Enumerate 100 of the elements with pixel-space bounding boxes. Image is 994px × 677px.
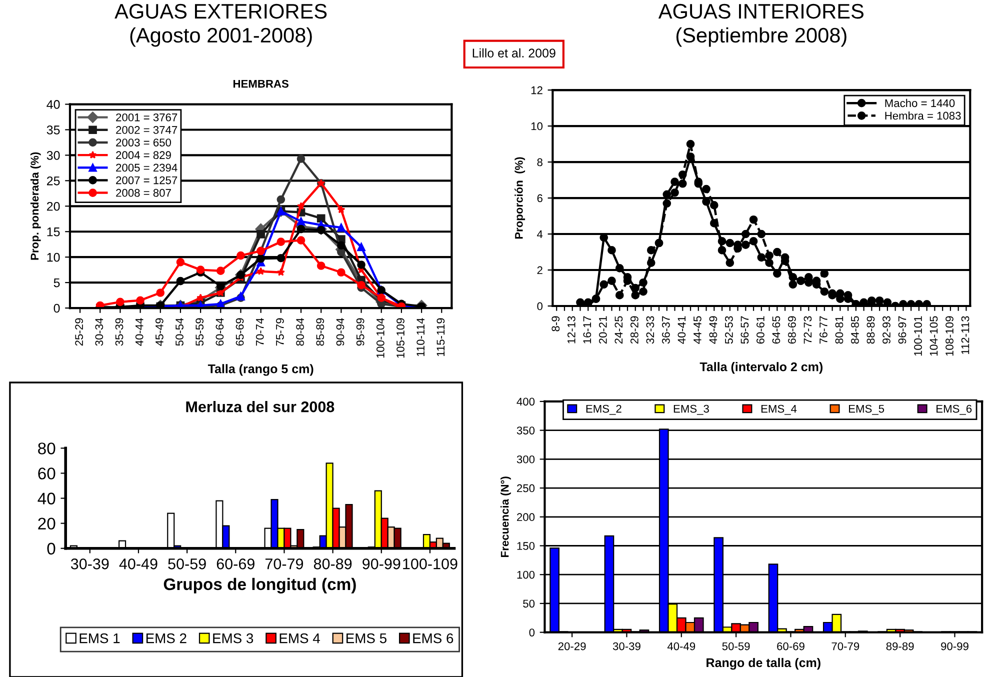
legend-label: 2003 = 650 — [116, 138, 172, 146]
x-tick-label: 65-69 — [236, 318, 244, 346]
x-tick-label: 100-104 — [376, 318, 384, 358]
y-tick-label: 8 — [537, 158, 542, 166]
x-tick-label: 40-49 — [667, 642, 696, 650]
x-tick-label: 48-49 — [709, 316, 718, 344]
legend-label: 2002 = 3747 — [116, 126, 178, 134]
y-tick-label: 20 — [46, 202, 60, 211]
x-tick-label: 30-34 — [95, 318, 104, 346]
y-tick-label: 5 — [54, 278, 60, 288]
x-tick-label: 28-29 — [630, 316, 638, 344]
x-tick-label: 80-81 — [835, 316, 844, 344]
x-tick-label: 50-59 — [168, 558, 206, 570]
y-tick-label: 60 — [38, 468, 56, 480]
legend-label: Macho = 1440 — [885, 98, 955, 108]
y-axis-title: Proporción (%) — [514, 157, 526, 239]
x-tick-label: 40-41 — [678, 316, 686, 344]
x-tick-label: 50-59 — [722, 642, 750, 650]
y-tick-label: 40 — [38, 492, 56, 504]
legend-label: 2007 = 1257 — [116, 176, 178, 184]
legend-label: 2004 = 829 — [116, 151, 171, 160]
x-tick-label: 70-74 — [256, 318, 264, 346]
y-tick-label: 25 — [46, 176, 60, 186]
y-tick-label: 0 — [47, 542, 56, 555]
legend-label: EMS 4 — [280, 633, 320, 644]
x-axis-title: Talla (rango 5 cm) — [208, 364, 314, 376]
legend-label: EMS_2 — [586, 404, 622, 415]
chart-subtitle: HEMBRAS — [233, 80, 288, 88]
x-tick-label: 50-54 — [176, 318, 184, 346]
x-tick-label: 76-77 — [820, 316, 828, 344]
x-tick-label: 60-61 — [756, 316, 764, 344]
x-tick-label: 16-17 — [583, 316, 592, 344]
y-tick-label: 80 — [38, 442, 56, 454]
y-tick-label: 10 — [531, 122, 543, 130]
x-tick-label: 40-49 — [119, 558, 158, 570]
x-tick-label: 64-65 — [772, 316, 780, 344]
x-tick-label: 112-113 — [961, 316, 970, 354]
legend-label: EMS 1 — [80, 633, 120, 644]
x-tick-label: 60-69 — [216, 558, 254, 570]
y-tick-label: 100 — [517, 570, 535, 579]
y-tick-label: 400 — [516, 398, 535, 406]
x-tick-label: 68-69 — [788, 316, 796, 344]
x-tick-label: 30-39 — [612, 642, 640, 650]
y-tick-label: 350 — [516, 426, 535, 434]
x-tick-label: 72-73 — [804, 316, 812, 344]
x-axis-title: Grupos de longitud (cm) — [164, 578, 356, 594]
legend-label: 2005 = 2394 — [116, 164, 178, 172]
x-tick-label: 100-101 — [914, 316, 922, 356]
x-tick-label: 35-39 — [115, 318, 124, 346]
legend-label: EMS 2 — [146, 633, 186, 644]
x-tick-label: 115-119 — [436, 318, 445, 356]
x-tick-label: 30-39 — [70, 558, 109, 570]
legend-label: EMS_5 — [849, 404, 884, 415]
x-tick-label: 75-79 — [276, 318, 284, 346]
x-tick-label: 70-79 — [265, 558, 304, 570]
x-tick-label: 85-89 — [316, 318, 324, 346]
legend-label: 2008 = 807 — [116, 188, 171, 197]
text: Lillo et al. 2009 — [472, 48, 556, 58]
y-tick-label: 10 — [47, 252, 60, 262]
x-tick-label: 88-89 — [866, 316, 875, 344]
chart-title: AGUAS EXTERIORES (Agosto 2001-2008) — [114, 4, 327, 47]
legend-label: Hembra = 1083 — [885, 112, 961, 120]
y-tick-label: 40 — [46, 100, 60, 109]
y-tick-label: 30 — [46, 151, 60, 160]
x-tick-label: 36-37 — [662, 316, 670, 344]
chart-title: AGUAS INTERIORES (Septiembre 2008) — [658, 4, 864, 47]
y-axis-title: Frecuencia (N°) — [500, 476, 511, 557]
x-tick-label: 90-99 — [941, 642, 968, 650]
x-tick-label: 84-85 — [851, 316, 859, 344]
x-tick-label: 52-53 — [725, 316, 733, 344]
x-axis-title: Talla (intervalo 2 cm) — [700, 362, 822, 374]
legend-label: EMS 3 — [213, 633, 254, 644]
y-tick-label: 35 — [46, 126, 60, 134]
x-tick-label: 20-21 — [598, 316, 607, 344]
x-tick-label: 96-97 — [898, 316, 906, 344]
y-tick-label: 50 — [523, 600, 535, 608]
x-tick-label: 32-33 — [646, 316, 654, 344]
legend-label: 2001 = 3767 — [116, 113, 178, 122]
legend-label: EMS_4 — [761, 404, 797, 415]
x-tick-label: 90-94 — [336, 318, 344, 346]
x-tick-label: 40-44 — [135, 318, 144, 346]
x-tick-label: 70-79 — [832, 642, 860, 650]
y-tick-label: 20 — [38, 518, 56, 530]
x-tick-label: 104-105 — [930, 316, 938, 356]
y-tick-label: 150 — [517, 542, 535, 550]
x-tick-label: 45-49 — [155, 318, 164, 346]
y-tick-label: 300 — [516, 455, 535, 464]
y-tick-label: 6 — [537, 194, 542, 202]
x-tick-label: 44-45 — [694, 316, 702, 344]
y-tick-label: 250 — [517, 484, 535, 492]
x-tick-label: 90-99 — [362, 558, 400, 570]
x-tick-label: 110-114 — [416, 318, 425, 356]
y-tick-label: 0 — [529, 628, 535, 636]
x-tick-label: 92-93 — [882, 316, 890, 344]
y-tick-label: 15 — [47, 228, 60, 236]
x-tick-label: 24-25 — [614, 316, 623, 344]
x-tick-label: 60-69 — [777, 642, 804, 650]
x-tick-label: 80-89 — [314, 558, 352, 570]
x-tick-label: 55-59 — [196, 318, 204, 346]
x-tick-label: 60-64 — [216, 318, 224, 346]
